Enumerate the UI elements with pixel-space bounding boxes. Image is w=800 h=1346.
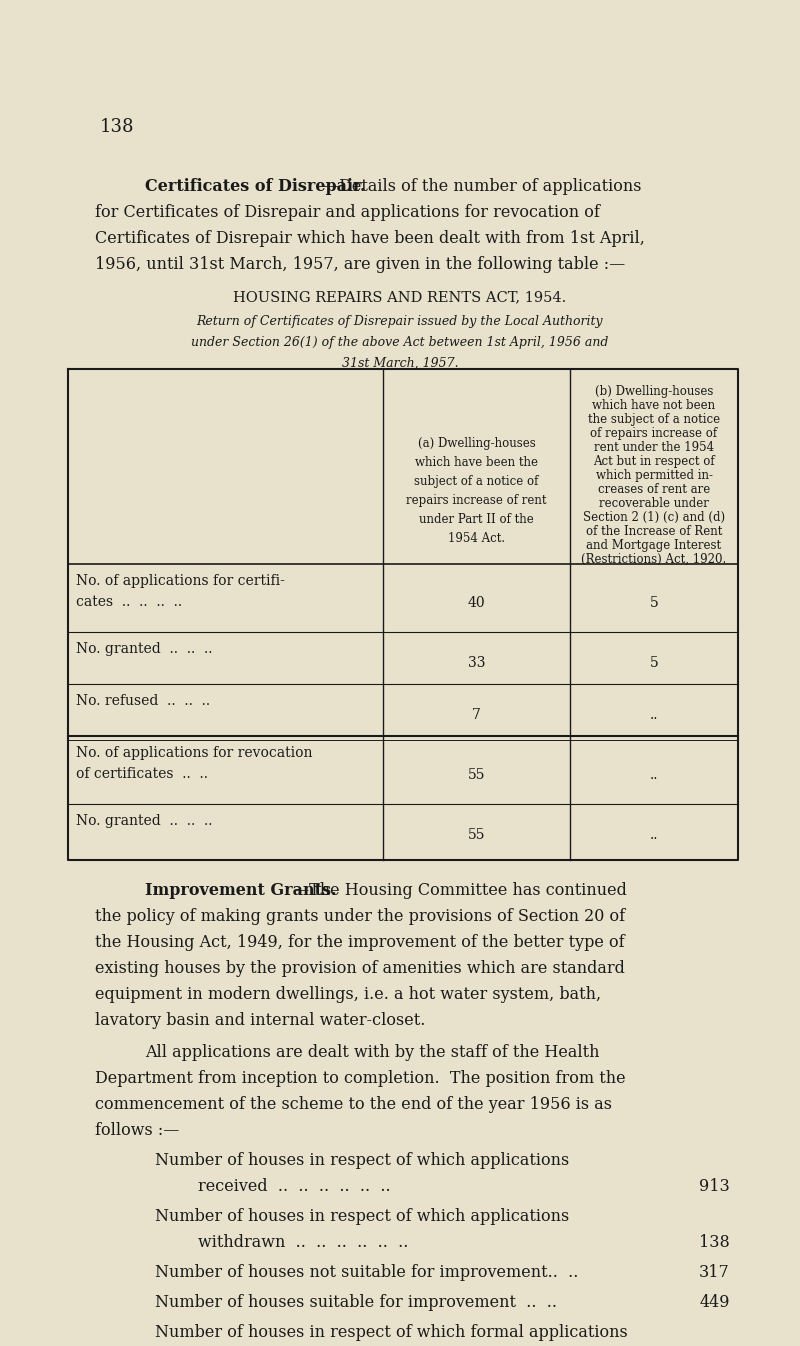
Text: 317: 317 xyxy=(699,1264,730,1281)
Text: 5: 5 xyxy=(650,656,658,670)
Text: rent under the 1954: rent under the 1954 xyxy=(594,441,714,454)
Text: Department from inception to completion.  The position from the: Department from inception to completion.… xyxy=(95,1070,626,1088)
Text: All applications are dealt with by the staff of the Health: All applications are dealt with by the s… xyxy=(145,1044,599,1061)
Text: —Details of the number of applications: —Details of the number of applications xyxy=(323,178,642,195)
Text: Number of houses in respect of which formal applications: Number of houses in respect of which for… xyxy=(155,1324,628,1341)
Text: 31st March, 1957.: 31st March, 1957. xyxy=(342,357,458,370)
Text: equipment in modern dwellings, i.e. a hot water system, bath,: equipment in modern dwellings, i.e. a ho… xyxy=(95,987,601,1003)
Text: 40: 40 xyxy=(468,596,486,610)
Text: the subject of a notice: the subject of a notice xyxy=(588,413,720,425)
Text: of certificates  ..  ..: of certificates .. .. xyxy=(76,767,208,781)
Text: 913: 913 xyxy=(699,1178,730,1195)
Text: No. granted  ..  ..  ..: No. granted .. .. .. xyxy=(76,814,213,828)
Text: the Housing Act, 1949, for the improvement of the better type of: the Housing Act, 1949, for the improveme… xyxy=(95,934,625,952)
Text: (b) Dwelling-houses: (b) Dwelling-houses xyxy=(595,385,713,398)
Text: 1954 Act.: 1954 Act. xyxy=(448,532,505,545)
Text: creases of rent are: creases of rent are xyxy=(598,483,710,495)
Text: Number of houses suitable for improvement  ..  ..: Number of houses suitable for improvemen… xyxy=(155,1294,557,1311)
Text: 138: 138 xyxy=(100,118,134,136)
Text: 55: 55 xyxy=(468,769,486,782)
Text: which permitted in-: which permitted in- xyxy=(595,468,713,482)
Text: 5: 5 xyxy=(650,596,658,610)
Text: existing houses by the provision of amenities which are standard: existing houses by the provision of amen… xyxy=(95,960,625,977)
Text: under Section 26(1) of the above Act between 1st April, 1956 and: under Section 26(1) of the above Act bet… xyxy=(191,336,609,349)
Text: Number of houses not suitable for improvement..  ..: Number of houses not suitable for improv… xyxy=(155,1264,578,1281)
Text: and Mortgage Interest: and Mortgage Interest xyxy=(586,538,722,552)
Text: —The Housing Committee has continued: —The Housing Committee has continued xyxy=(293,882,627,899)
Text: of the Increase of Rent: of the Increase of Rent xyxy=(586,525,722,538)
Text: 33: 33 xyxy=(468,656,486,670)
Text: commencement of the scheme to the end of the year 1956 is as: commencement of the scheme to the end of… xyxy=(95,1096,612,1113)
Text: received  ..  ..  ..  ..  ..  ..: received .. .. .. .. .. .. xyxy=(198,1178,390,1195)
Text: ..: .. xyxy=(650,769,658,782)
Text: for Certificates of Disrepair and applications for revocation of: for Certificates of Disrepair and applic… xyxy=(95,205,600,221)
Text: 7: 7 xyxy=(472,708,481,721)
Text: No. granted  ..  ..  ..: No. granted .. .. .. xyxy=(76,642,213,656)
Text: Number of houses in respect of which applications: Number of houses in respect of which app… xyxy=(155,1207,570,1225)
Text: of repairs increase of: of repairs increase of xyxy=(590,427,718,440)
Text: HOUSING REPAIRS AND RENTS ACT, 1954.: HOUSING REPAIRS AND RENTS ACT, 1954. xyxy=(234,289,566,304)
Text: subject of a notice of: subject of a notice of xyxy=(414,475,538,489)
Text: Certificates of Disrepair.: Certificates of Disrepair. xyxy=(145,178,366,195)
Text: No. refused  ..  ..  ..: No. refused .. .. .. xyxy=(76,695,210,708)
Text: Act but in respect of: Act but in respect of xyxy=(593,455,715,468)
Text: ..: .. xyxy=(650,708,658,721)
Text: which have been the: which have been the xyxy=(415,456,538,468)
Text: Number of houses in respect of which applications: Number of houses in respect of which app… xyxy=(155,1152,570,1168)
Text: 138: 138 xyxy=(699,1234,730,1250)
Text: which have not been: which have not been xyxy=(593,398,715,412)
Text: 1956, until 31st March, 1957, are given in the following table :—: 1956, until 31st March, 1957, are given … xyxy=(95,256,626,273)
Text: 449: 449 xyxy=(699,1294,730,1311)
Text: lavatory basin and internal water-closet.: lavatory basin and internal water-closet… xyxy=(95,1012,426,1028)
Text: Improvement Grants.: Improvement Grants. xyxy=(145,882,337,899)
Text: Section 2 (1) (c) and (d): Section 2 (1) (c) and (d) xyxy=(583,511,725,524)
Text: (a) Dwelling-houses: (a) Dwelling-houses xyxy=(418,437,535,450)
Text: recoverable under: recoverable under xyxy=(599,497,709,510)
Text: under Part II of the: under Part II of the xyxy=(419,513,534,526)
Text: follows :—: follows :— xyxy=(95,1123,179,1139)
Text: Return of Certificates of Disrepair issued by the Local Authority: Return of Certificates of Disrepair issu… xyxy=(197,315,603,328)
Text: repairs increase of rent: repairs increase of rent xyxy=(406,494,546,507)
Text: 55: 55 xyxy=(468,828,486,843)
Text: (Restrictions) Act, 1920.: (Restrictions) Act, 1920. xyxy=(582,553,726,567)
Text: the policy of making grants under the provisions of Section 20 of: the policy of making grants under the pr… xyxy=(95,909,625,925)
Text: No. of applications for revocation: No. of applications for revocation xyxy=(76,746,313,760)
Text: No. of applications for certifi-: No. of applications for certifi- xyxy=(76,573,285,588)
Text: ..: .. xyxy=(650,828,658,843)
Text: Certificates of Disrepair which have been dealt with from 1st April,: Certificates of Disrepair which have bee… xyxy=(95,230,645,248)
Text: withdrawn  ..  ..  ..  ..  ..  ..: withdrawn .. .. .. .. .. .. xyxy=(198,1234,408,1250)
Text: cates  ..  ..  ..  ..: cates .. .. .. .. xyxy=(76,595,182,608)
